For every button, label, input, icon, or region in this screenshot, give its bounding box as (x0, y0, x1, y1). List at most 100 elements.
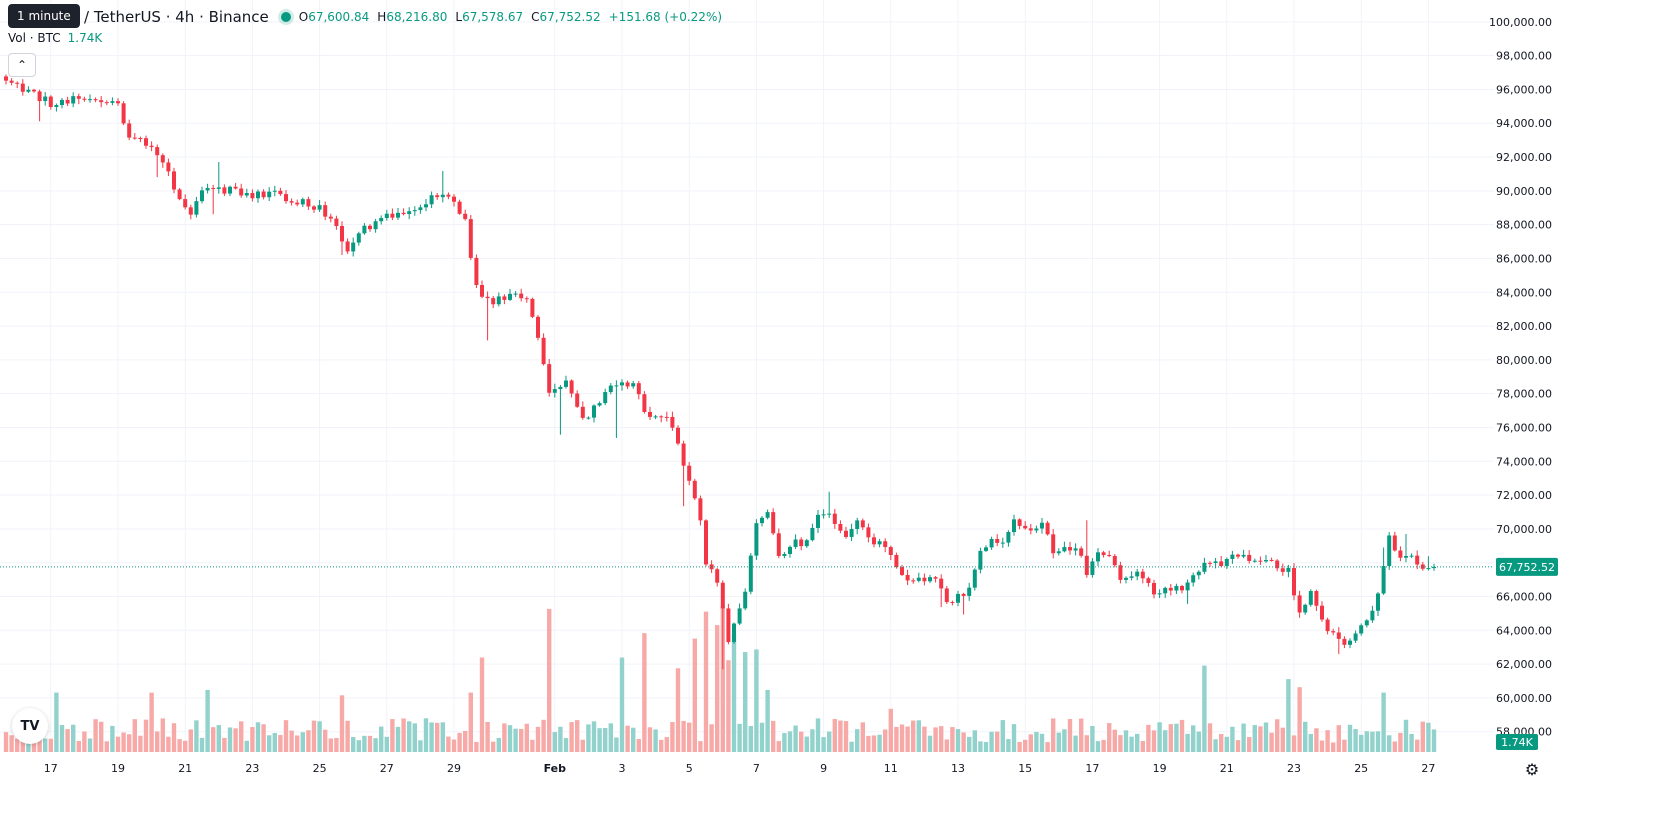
candle-body (1241, 554, 1246, 557)
volume-bar (1168, 724, 1173, 752)
candle-body (390, 213, 395, 218)
volume-bar (160, 718, 165, 752)
volume-bar (636, 739, 641, 752)
candle-body (816, 514, 820, 528)
volume-bar (1420, 721, 1425, 752)
candle-body (446, 194, 451, 197)
volume-bar (87, 738, 93, 752)
candle-body (597, 403, 602, 406)
candle-body (1258, 560, 1263, 562)
chevron-up-icon[interactable]: ⌃ (8, 53, 36, 77)
candle-body (1062, 547, 1067, 552)
volume-bar (608, 723, 613, 752)
volume-bar (575, 720, 580, 752)
volume-bar (485, 721, 490, 752)
candle-body (295, 202, 300, 205)
price-candles (4, 74, 1436, 670)
candle-body (558, 386, 563, 390)
time-tick-label: 17 (44, 762, 58, 775)
volume-bar (1359, 734, 1364, 752)
candle-body (1331, 631, 1336, 633)
candle-body (1370, 610, 1375, 621)
tradingview-logo[interactable]: TV (12, 708, 48, 744)
candle-body (765, 512, 770, 518)
volume-bar (1084, 735, 1089, 752)
volume-bar (115, 736, 121, 752)
candle-body (972, 569, 977, 588)
candle-body (754, 523, 759, 556)
price-tick-label: 84,000.00 (1496, 286, 1552, 299)
candle-body (1398, 550, 1403, 558)
volume-bar (849, 741, 854, 752)
candle-body (396, 212, 400, 218)
volume-bar (395, 726, 401, 752)
candle-body (177, 189, 182, 200)
candle-body (300, 199, 305, 205)
candle-body (362, 225, 367, 234)
volume-bar (1269, 732, 1274, 752)
volume-bar (435, 722, 440, 752)
candle-body (1348, 640, 1352, 645)
gear-icon[interactable]: ⚙ (1524, 759, 1540, 779)
candle-body (536, 316, 540, 338)
candle-body (401, 212, 406, 215)
candle-body (4, 76, 8, 81)
price-tick-label: 78,000.00 (1496, 388, 1552, 401)
candle-body (1191, 575, 1196, 583)
volume-bar (199, 737, 205, 752)
volume-bar (373, 738, 378, 752)
volume-bar (356, 740, 361, 752)
volume-bar (1207, 723, 1213, 752)
candle-body (592, 405, 596, 418)
candle-body (356, 233, 361, 243)
candle-body (547, 364, 552, 393)
candle-body (508, 293, 512, 300)
candle-body (1174, 586, 1179, 591)
candle-body (1230, 554, 1235, 559)
volume-bar (1308, 733, 1313, 752)
price-tick-label: 100,000.00 (1489, 16, 1552, 29)
volume-bar (401, 718, 406, 752)
volume-bar (580, 739, 585, 752)
candle-body (194, 201, 199, 215)
candle-body (827, 513, 832, 515)
price-tick-label: 64,000.00 (1496, 624, 1552, 637)
candle-body (844, 530, 848, 537)
last-price-badge (1496, 557, 1558, 576)
volume-bar (54, 692, 59, 752)
time-axis[interactable]: 17 19 21 23 25 27 29 Feb 3 5 7 9 11 13 15 17 19 21 23 25 27 (44, 762, 1436, 775)
volume-bar (569, 722, 574, 752)
volume-bar (726, 660, 731, 752)
volume-bar (451, 739, 457, 752)
time-tick-label: 21 (1220, 762, 1234, 775)
volume-bar (1247, 737, 1252, 752)
volume-bar (1202, 665, 1207, 752)
candle-body (172, 171, 176, 190)
candle-body (715, 569, 720, 583)
candle-body (1045, 522, 1050, 535)
candle-body (284, 194, 288, 202)
price-tick-label: 92,000.00 (1496, 151, 1552, 164)
time-tick-label: 17 (1085, 762, 1099, 775)
volume-bar (317, 721, 322, 752)
volume-bar (905, 726, 910, 752)
candle-body (1028, 528, 1033, 531)
volume-bar (468, 692, 473, 752)
price-axis[interactable]: 58,000.0060,000.0062,000.0064,000.0066,0… (1489, 16, 1558, 750)
volume-bar (720, 606, 725, 752)
volume-bar (1112, 729, 1117, 752)
volume-bar (1398, 732, 1403, 752)
volume-bar (323, 729, 328, 752)
volume-bar (104, 741, 109, 752)
candle-body (440, 194, 445, 198)
volume-bar (1196, 731, 1201, 752)
symbol-title[interactable]: / TetherUS · 4h · Binance (84, 8, 269, 26)
candle-body (183, 199, 188, 208)
volume-bar (93, 719, 98, 752)
volume-legend[interactable]: Vol · BTC 1.74K (8, 31, 102, 45)
volume-bar (871, 735, 877, 752)
volume-bar (379, 726, 384, 752)
volume-bar (944, 739, 949, 752)
candle-body (485, 296, 490, 299)
